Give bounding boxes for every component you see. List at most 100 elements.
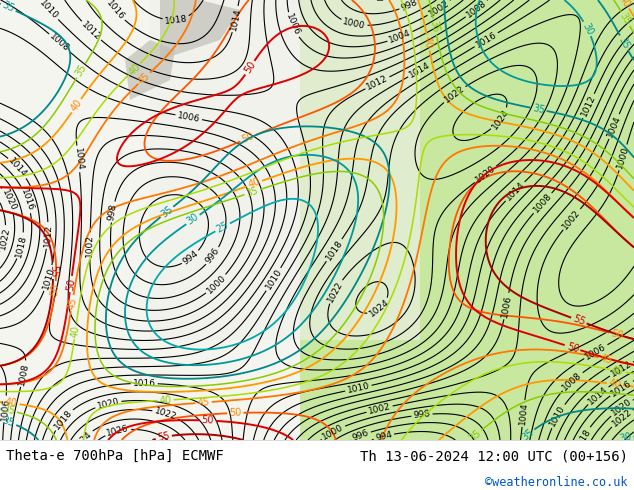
Text: 1006: 1006	[584, 342, 608, 361]
Text: 1002: 1002	[85, 234, 94, 257]
Text: 35: 35	[1, 0, 16, 15]
Text: 1022: 1022	[443, 84, 466, 104]
Text: 1004: 1004	[518, 402, 529, 425]
Text: 1008: 1008	[17, 362, 30, 386]
Text: 40: 40	[70, 324, 81, 338]
Text: 1024: 1024	[368, 298, 391, 319]
Text: 50: 50	[49, 283, 61, 296]
Text: 1008: 1008	[465, 0, 488, 20]
Text: 40: 40	[611, 365, 624, 377]
Text: 1016: 1016	[474, 30, 498, 49]
Text: 50: 50	[240, 131, 256, 146]
Text: 998: 998	[413, 410, 431, 420]
Text: 40: 40	[247, 177, 262, 190]
Text: 45: 45	[599, 353, 614, 365]
Text: 55: 55	[48, 265, 58, 277]
Text: 50: 50	[242, 60, 257, 75]
Text: 1010: 1010	[264, 267, 283, 292]
Text: 1006: 1006	[177, 111, 201, 123]
Text: 998: 998	[399, 0, 419, 13]
Text: 25: 25	[215, 220, 231, 235]
Text: 40: 40	[159, 395, 172, 406]
Text: 1022: 1022	[326, 279, 344, 303]
Polygon shape	[300, 0, 634, 440]
Text: 55: 55	[157, 431, 171, 443]
Text: 35: 35	[616, 35, 631, 50]
Text: 1000: 1000	[205, 273, 228, 295]
Text: 1026: 1026	[106, 424, 130, 438]
Text: Theta-e 700hPa [hPa] ECMWF: Theta-e 700hPa [hPa] ECMWF	[6, 449, 224, 463]
Text: 1018: 1018	[573, 426, 593, 451]
Text: 50: 50	[202, 416, 214, 426]
Text: 1022: 1022	[610, 407, 633, 429]
Text: 50: 50	[610, 328, 624, 341]
Text: 1014: 1014	[504, 180, 526, 202]
Text: 40: 40	[608, 378, 621, 390]
Text: 1020: 1020	[96, 396, 120, 411]
Text: 50: 50	[565, 341, 580, 354]
Text: 35: 35	[2, 405, 16, 416]
Text: 1020: 1020	[610, 397, 633, 418]
Text: 35: 35	[467, 428, 483, 443]
Text: 30: 30	[580, 21, 595, 36]
Text: 1010: 1010	[41, 266, 56, 291]
Text: 1012: 1012	[365, 74, 390, 92]
Text: 1006: 1006	[284, 13, 301, 37]
Text: 998: 998	[107, 203, 119, 221]
Text: 45: 45	[197, 397, 210, 408]
Text: 1008: 1008	[48, 32, 71, 54]
Text: 1012: 1012	[42, 224, 53, 247]
Text: 35: 35	[618, 11, 633, 26]
Text: 1008: 1008	[560, 370, 584, 392]
Text: 1004: 1004	[73, 147, 84, 171]
Text: 1000: 1000	[321, 422, 345, 441]
Text: 994: 994	[181, 249, 200, 267]
Text: 1018: 1018	[14, 234, 29, 258]
Text: 1024: 1024	[72, 429, 94, 451]
Text: 50: 50	[229, 408, 242, 418]
Polygon shape	[150, 0, 420, 340]
Text: 40: 40	[68, 98, 84, 114]
Text: 1020: 1020	[0, 188, 18, 212]
Text: 55: 55	[571, 314, 586, 327]
Text: 35: 35	[520, 427, 536, 442]
Text: 1014: 1014	[229, 7, 242, 31]
Text: 1018: 1018	[53, 408, 74, 431]
Text: 1008: 1008	[531, 192, 553, 215]
Text: 1014: 1014	[408, 61, 432, 80]
Text: 1002: 1002	[561, 208, 583, 231]
Text: 30: 30	[618, 432, 633, 444]
Text: 35: 35	[74, 63, 89, 78]
Text: 1022: 1022	[153, 406, 178, 421]
Text: 1018: 1018	[324, 238, 344, 262]
Text: 1006: 1006	[0, 397, 11, 421]
Text: 40: 40	[618, 0, 632, 9]
Text: 45: 45	[67, 296, 78, 310]
Text: 1016: 1016	[133, 379, 156, 388]
Text: 994: 994	[375, 430, 393, 443]
Text: 1012: 1012	[609, 359, 633, 379]
Text: 1012: 1012	[580, 94, 598, 118]
Text: 40: 40	[422, 36, 434, 49]
Text: 996: 996	[204, 246, 221, 266]
Text: 1016: 1016	[19, 188, 35, 213]
Text: 1016: 1016	[609, 378, 633, 398]
Text: 40: 40	[127, 61, 142, 77]
Text: 1002: 1002	[367, 402, 392, 416]
Text: 1002: 1002	[427, 0, 451, 18]
Text: 35: 35	[159, 204, 175, 220]
Polygon shape	[160, 0, 240, 60]
Text: 1022: 1022	[0, 226, 11, 250]
Text: 1010: 1010	[346, 381, 370, 395]
Text: 1000: 1000	[616, 145, 631, 170]
Text: ©weatheronline.co.uk: ©weatheronline.co.uk	[485, 476, 628, 489]
Text: 35: 35	[1, 416, 16, 429]
Text: 1004: 1004	[605, 114, 623, 139]
Text: 35: 35	[531, 103, 546, 116]
Text: 1010: 1010	[548, 404, 567, 428]
Text: 35: 35	[245, 185, 260, 199]
Text: 1020: 1020	[474, 164, 498, 185]
Text: 1014: 1014	[7, 156, 29, 179]
Text: 996: 996	[351, 428, 370, 443]
Text: 50: 50	[65, 277, 77, 291]
